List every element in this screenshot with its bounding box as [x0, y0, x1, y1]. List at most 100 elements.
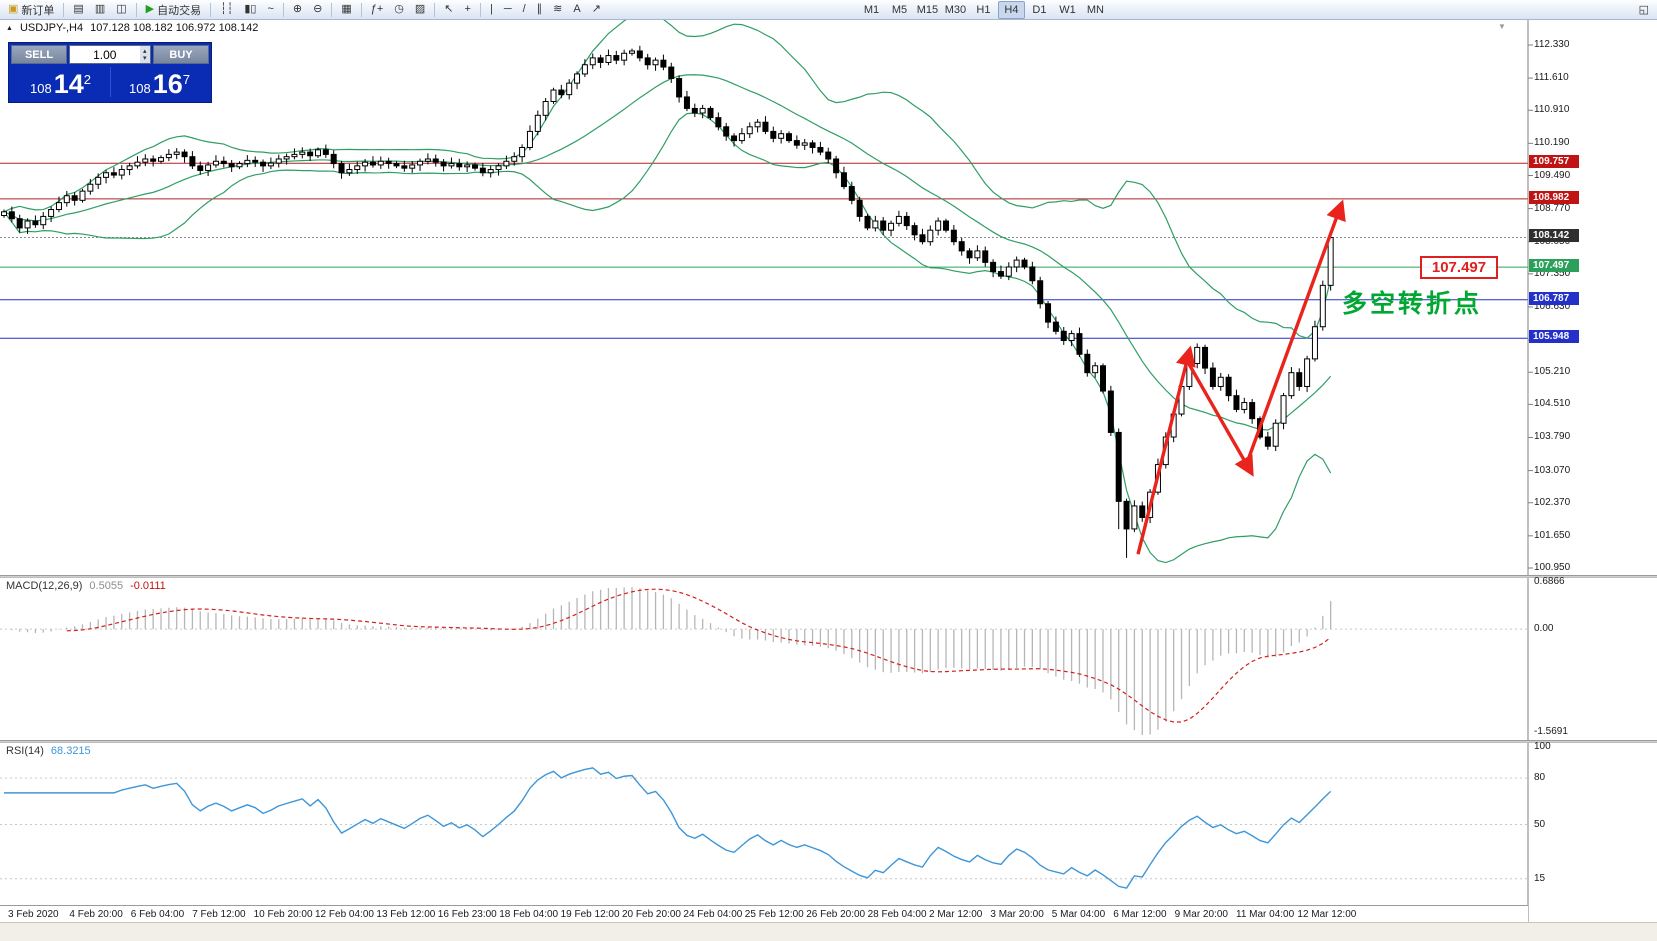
- price-axis-label: 101.650: [1534, 529, 1571, 541]
- chart-shift-marker-icon[interactable]: ▼: [1498, 22, 1506, 31]
- rsi-axis-label: 50: [1534, 818, 1546, 830]
- time-axis-label: 13 Feb 12:00: [376, 909, 436, 920]
- zoom-in-button[interactable]: ⊕: [288, 1, 307, 19]
- time-axis-label: 9 Mar 20:00: [1174, 909, 1228, 920]
- market-watch-button[interactable]: ▤: [68, 1, 88, 19]
- price-axis-label: 105.210: [1534, 366, 1571, 378]
- time-axis-label: 12 Mar 12:00: [1297, 909, 1357, 920]
- periods-button[interactable]: ◷: [389, 1, 409, 19]
- time-axis-label: 20 Feb 20:00: [622, 909, 681, 920]
- lot-decrease-button[interactable]: ▾: [143, 54, 147, 62]
- toolbar-separator: [434, 2, 436, 17]
- buy-price[interactable]: 108167: [129, 69, 190, 99]
- time-axis-label: 3 Mar 20:00: [990, 909, 1044, 920]
- pane-separator[interactable]: [0, 740, 1657, 743]
- line-chart-button[interactable]: ~: [262, 1, 278, 19]
- navigator-button[interactable]: ◫: [111, 1, 131, 19]
- buy-button[interactable]: BUY: [153, 45, 209, 64]
- one-click-trading-panel: SELL ▴ ▾ BUY 108142 108167: [8, 42, 212, 103]
- bar-chart-icon: ┆┆: [220, 3, 234, 15]
- line-chart-icon: ~: [267, 3, 274, 15]
- chart-canvas[interactable]: [0, 20, 1657, 922]
- sell-price[interactable]: 108142: [30, 69, 91, 99]
- timeframe-w1-button[interactable]: W1: [1054, 1, 1081, 19]
- indicators-button[interactable]: ƒ+: [366, 1, 389, 19]
- arrows-button[interactable]: ↗: [587, 1, 606, 19]
- cursor-button[interactable]: ↖: [439, 1, 458, 19]
- timeframe-m5-button[interactable]: M5: [886, 1, 913, 19]
- auto-trading-button-label: 自动交易: [157, 4, 202, 17]
- macd-axis-label: -1.5691: [1534, 726, 1568, 737]
- data-window-icon: ▥: [94, 3, 106, 15]
- arrows-icon: ↗: [591, 3, 601, 15]
- time-axis-label: 19 Feb 12:00: [560, 909, 620, 920]
- crosshair-button[interactable]: +: [460, 1, 476, 19]
- auto-trading-button[interactable]: ▶ 自动交易: [141, 1, 206, 19]
- channel-button[interactable]: ∥: [532, 1, 548, 19]
- timeframe-mn-button[interactable]: MN: [1082, 1, 1109, 19]
- new-order-button[interactable]: ▣ 新订单: [3, 1, 59, 19]
- trendline-button[interactable]: /: [518, 1, 531, 19]
- market-watch-icon: ▤: [73, 3, 84, 15]
- time-axis-label: 5 Mar 04:00: [1051, 909, 1106, 920]
- channel-icon: ∥: [536, 3, 543, 15]
- price-level-box: 108.982: [1529, 190, 1579, 204]
- tile-windows-icon: ▦: [341, 3, 352, 15]
- price-axis-label: 100.950: [1534, 562, 1571, 573]
- indicators-icon: ƒ+: [370, 3, 384, 15]
- templates-button[interactable]: ▨: [410, 1, 430, 19]
- timeframe-h1-button[interactable]: H1: [970, 1, 997, 19]
- navigator-icon: ◫: [116, 3, 127, 15]
- time-axis-label: 16 Feb 23:00: [437, 909, 497, 920]
- new-order-icon: ▣: [8, 3, 19, 15]
- tile-windows-button[interactable]: ▦: [336, 1, 356, 19]
- zoom-out-button[interactable]: ⊖: [308, 1, 327, 19]
- pane-separator[interactable]: [0, 575, 1657, 578]
- lot-input[interactable]: [70, 46, 140, 63]
- price-axis-label: 109.490: [1534, 169, 1571, 181]
- price-axis[interactable]: 112.330 111.610 110.910 110.190 109.490 108.7…: [1528, 20, 1657, 922]
- price-axis-label: 103.790: [1534, 431, 1571, 443]
- arrange-windows-button[interactable]: ◱: [1634, 1, 1654, 19]
- horizontal-line-icon: ─: [503, 3, 512, 15]
- fibonacci-icon: ≋: [553, 3, 563, 15]
- fibonacci-button[interactable]: ≋: [548, 1, 567, 19]
- lot-size-field: ▴ ▾: [69, 45, 151, 64]
- timeframe-m1-button[interactable]: M1: [858, 1, 885, 19]
- price-axis-label: 110.910: [1534, 104, 1570, 116]
- sell-button[interactable]: SELL: [11, 45, 67, 64]
- toolbar-separator: [63, 2, 65, 17]
- toolbar-separator: [331, 2, 333, 17]
- price-axis-label: 111.610: [1534, 72, 1569, 84]
- bar-chart-button[interactable]: ┆┆: [215, 1, 238, 19]
- timeframe-m15-button[interactable]: M15: [914, 1, 941, 19]
- toolbar-separator: [360, 2, 362, 17]
- timeframe-m30-button[interactable]: M30: [942, 1, 969, 19]
- time-axis-label: 4 Feb 20:00: [69, 909, 123, 920]
- vertical-line-icon: |: [489, 3, 493, 15]
- templates-icon: ▨: [414, 3, 426, 15]
- candlestick-chart-button[interactable]: ▮▯: [239, 1, 261, 19]
- data-window-button[interactable]: ▥: [90, 1, 110, 19]
- price-level-box: 108.142: [1529, 229, 1579, 243]
- lot-increase-button[interactable]: ▴: [143, 47, 147, 55]
- horizontal-line-button[interactable]: ─: [499, 1, 517, 19]
- text-button[interactable]: A: [568, 1, 585, 19]
- crosshair-icon: +: [464, 3, 471, 15]
- rsi-axis-label: 15: [1534, 872, 1546, 884]
- macd-axis-label: 0.6866: [1534, 576, 1565, 587]
- toolbar-separator: [210, 2, 212, 17]
- timeframe-d1-button[interactable]: D1: [1026, 1, 1053, 19]
- time-axis-label: 28 Feb 04:00: [867, 909, 927, 920]
- time-axis-label: 24 Feb 04:00: [683, 909, 743, 920]
- vertical-line-button[interactable]: |: [485, 1, 498, 19]
- time-axis-label: 12 Feb 04:00: [315, 909, 374, 920]
- timeframe-h4-button[interactable]: H4: [997, 0, 1025, 19]
- price-callout: 107.497: [1420, 256, 1498, 279]
- periods-icon: ◷: [394, 3, 404, 15]
- price-axis-label: 103.070: [1534, 464, 1571, 476]
- time-axis-label: 6 Mar 12:00: [1113, 909, 1167, 920]
- time-axis[interactable]: 3 Feb 2020 4 Feb 20:00 6 Feb 04:00 7 Feb 12…: [0, 905, 1528, 922]
- status-bar: [0, 922, 1657, 941]
- toolbar-separator: [135, 2, 137, 17]
